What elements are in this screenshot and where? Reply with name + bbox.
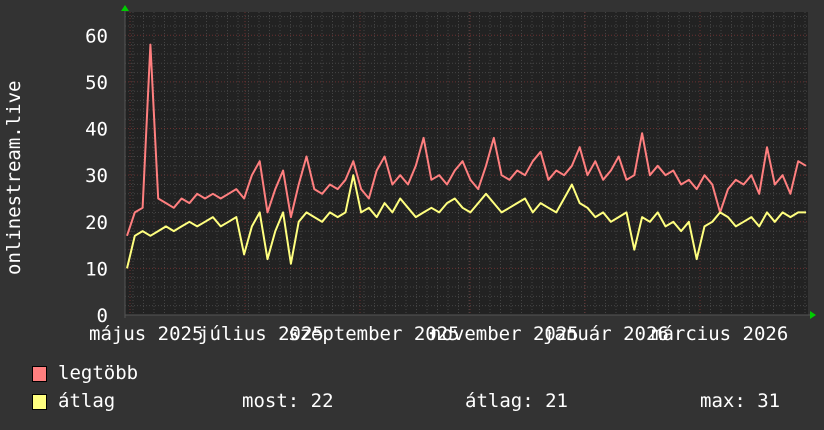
y-axis-arrow-icon xyxy=(121,5,129,11)
stat-now: most: 22 xyxy=(242,390,334,412)
legend-swatch-legtobb xyxy=(32,366,47,382)
series-line-0 xyxy=(126,43,807,237)
y-tick-label: 0 xyxy=(97,305,108,327)
legend-swatch-atlag xyxy=(32,394,47,410)
y-tick-label: 60 xyxy=(85,25,108,47)
x-tick-label: január 2026 xyxy=(543,323,669,345)
y-tick-label: 10 xyxy=(85,258,108,280)
y-tick-label: 40 xyxy=(85,119,108,141)
y-tick-label: 50 xyxy=(85,72,108,94)
x-tick-label: szeptember 2025 xyxy=(288,323,460,345)
plot-area xyxy=(125,12,808,315)
stat-max: max: 31 xyxy=(700,390,781,412)
x-tick-label: július 2025 xyxy=(198,323,324,345)
legend-label-atlag: átlag xyxy=(58,390,116,412)
y-tick-label: 30 xyxy=(85,165,108,187)
y-axis-label: onlinestream.live xyxy=(3,81,25,275)
legend-label-legtobb: legtöbb xyxy=(58,362,139,384)
y-tick-label: 20 xyxy=(85,212,108,234)
x-tick-label: május 2025 xyxy=(89,323,203,345)
x-tick-label: november 2025 xyxy=(430,323,579,345)
x-tick-label: március 2026 xyxy=(651,323,788,345)
x-axis-arrow-icon xyxy=(810,311,816,319)
stat-avg: átlag: 21 xyxy=(465,390,568,412)
series-line-1 xyxy=(126,174,806,269)
